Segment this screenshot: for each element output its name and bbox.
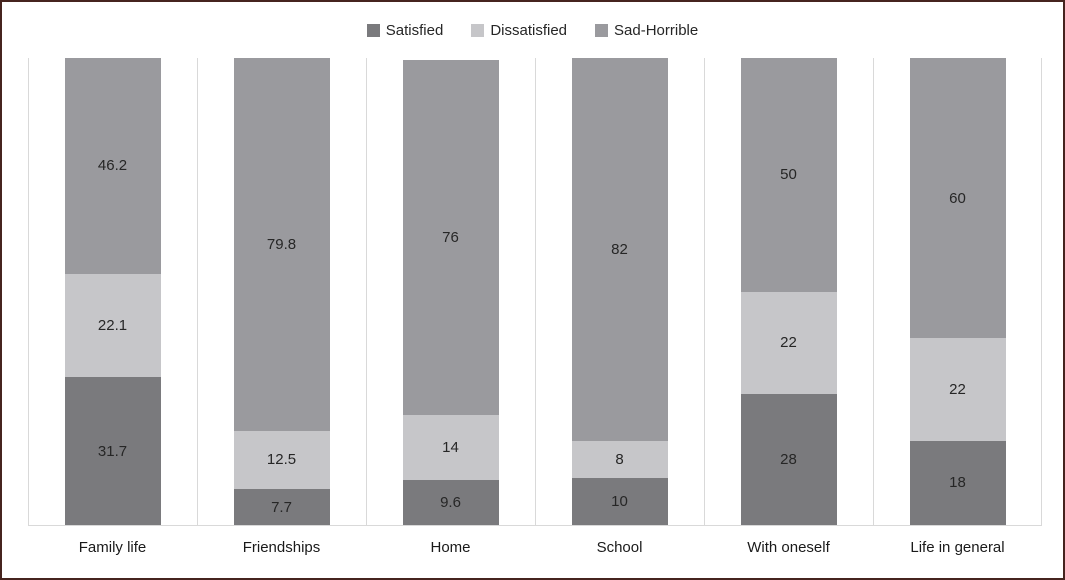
stacked-bar-life-in-general: 60 22 18 — [909, 58, 1006, 525]
bar-segment-sad-horrible: 79.8 — [233, 57, 330, 431]
category-axis-labels: Family life Friendships Home School With one… — [28, 539, 1042, 556]
bar-segment-satisfied: 31.7 — [64, 377, 161, 525]
category-label-home: Home — [430, 539, 471, 556]
bar-segment-satisfied: 9.6 — [402, 480, 499, 525]
category-label-life-in-general: Life in general — [910, 539, 1005, 556]
category-label-with-oneself: With oneself — [747, 539, 830, 556]
stacked-bar-friendships: 79.8 12.5 7.7 — [233, 57, 330, 525]
legend-label: Satisfied — [385, 22, 444, 39]
x-axis-line — [28, 525, 1042, 526]
data-label: 10 — [611, 493, 628, 511]
data-label: 22.1 — [97, 316, 128, 334]
bar-segment-sad-horrible: 76 — [402, 59, 499, 415]
gridline-vertical — [535, 58, 536, 525]
legend-label: Sad-Horrible — [614, 22, 699, 39]
category-label-family-life: Family life — [78, 539, 147, 556]
data-label: 14 — [442, 439, 459, 456]
stacked-bar-home: 76 14 9.6 — [402, 59, 499, 525]
bar-slot-friendships: 79.8 12.5 7.7 — [197, 57, 366, 525]
data-label: 79.8 — [266, 235, 297, 253]
bar-segment-sad-horrible: 50 — [740, 58, 837, 292]
bar-slot-life-in-general: 60 22 18 — [873, 58, 1042, 525]
legend-swatch-sad-horrible — [595, 24, 609, 37]
bar-segment-satisfied: 7.7 — [233, 489, 330, 525]
bar-segment-dissatisfied: 14 — [402, 414, 499, 481]
plot-area: 46.2 22.1 31.7 79.8 12.5 7.7 76 14 9.6 82 8 10 50 22 2… — [28, 57, 1042, 525]
stacked-bar-school: 82 8 10 — [571, 58, 668, 525]
legend-item-satisfied: Satisfied — [366, 22, 444, 39]
data-label: 12.5 — [266, 451, 297, 469]
data-label: 22 — [780, 334, 797, 352]
data-label: 18 — [949, 474, 966, 492]
legend-label: Dissatisfied — [490, 22, 568, 39]
bar-segment-dissatisfied: 12.5 — [233, 430, 330, 489]
data-label: 50 — [780, 166, 797, 184]
bar-segment-sad-horrible: 82 — [571, 58, 668, 441]
data-label: 28 — [780, 451, 797, 469]
data-label: 31.7 — [97, 442, 128, 460]
gridline-vertical — [28, 58, 29, 525]
gridline-vertical — [366, 58, 367, 525]
gridline-vertical — [873, 58, 874, 525]
legend-swatch-dissatisfied — [471, 24, 485, 37]
data-label: 22 — [949, 381, 966, 399]
data-label: 9.6 — [440, 494, 461, 512]
gridline-vertical — [1041, 58, 1042, 525]
bar-segment-dissatisfied: 22 — [740, 291, 837, 395]
bar-segment-satisfied: 10 — [571, 478, 668, 525]
bar-segment-dissatisfied: 22 — [909, 338, 1006, 441]
gridline-vertical — [704, 58, 705, 525]
stacked-bar-with-oneself: 50 22 28 — [740, 58, 837, 525]
bar-segment-sad-horrible: 60 — [909, 58, 1006, 339]
bar-segment-satisfied: 18 — [909, 440, 1006, 525]
legend-item-dissatisfied: Dissatisfied — [471, 22, 567, 39]
legend-item-sad-horrible: Sad-Horrible — [595, 22, 698, 39]
data-label: 46.2 — [97, 157, 128, 175]
stacked-bar-family-life: 46.2 22.1 31.7 — [64, 58, 161, 525]
bar-slot-school: 82 8 10 — [535, 58, 704, 525]
data-label: 76 — [442, 228, 459, 246]
bar-slot-family-life: 46.2 22.1 31.7 — [28, 58, 197, 525]
data-label: 82 — [611, 240, 628, 258]
data-label: 8 — [615, 451, 624, 469]
bar-segment-satisfied: 28 — [740, 394, 837, 525]
legend-swatch-satisfied — [366, 24, 380, 37]
bar-slot-home: 76 14 9.6 — [366, 58, 535, 525]
category-label-friendships: Friendships — [242, 539, 321, 556]
gridline-vertical — [197, 58, 198, 525]
legend: Satisfied Dissatisfied Sad-Horrible — [2, 22, 1063, 39]
bar-segment-dissatisfied: 22.1 — [64, 273, 161, 377]
bar-slot-with-oneself: 50 22 28 — [704, 58, 873, 525]
bar-segment-dissatisfied: 8 — [571, 440, 668, 479]
bar-segment-sad-horrible: 46.2 — [64, 58, 161, 274]
data-label: 7.7 — [271, 498, 292, 516]
category-label-school: School — [596, 539, 643, 556]
data-label: 60 — [949, 189, 966, 207]
